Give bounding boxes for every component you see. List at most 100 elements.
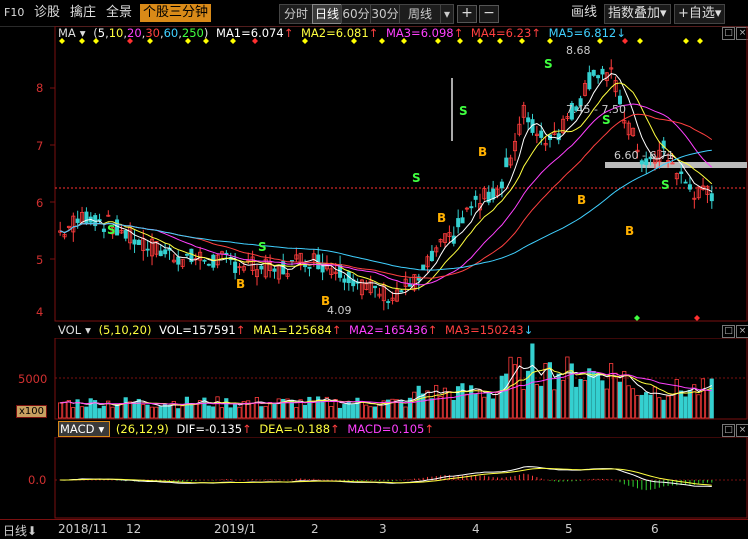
sell-marker: S — [412, 171, 421, 185]
period-dropdown-arrow[interactable]: ▾ — [440, 4, 454, 24]
signal-diamond — [435, 38, 441, 44]
macd-dif-value: DIF=-0.135 — [176, 422, 243, 436]
sell-marker: S — [544, 57, 553, 71]
volume-bar — [101, 405, 106, 419]
ma-legend: MA ▾ (5,10,20,30,60,250) MA1=6.074↑ MA2=6… — [58, 26, 626, 40]
x-axis-label: 2 — [311, 522, 319, 536]
volume-bar — [193, 403, 198, 419]
volume-chart[interactable] — [0, 338, 748, 420]
ma3-value: MA3=6.098 — [385, 26, 454, 40]
candle-body — [587, 72, 592, 90]
macd-chart[interactable] — [0, 437, 748, 519]
volume-bar — [552, 389, 557, 419]
volume-bar — [141, 403, 146, 419]
candle-body — [473, 195, 478, 200]
y-axis-label-5: 5 — [36, 253, 44, 267]
volume-bar — [425, 390, 430, 419]
volume-bar — [613, 372, 618, 419]
volume-bar — [259, 406, 264, 419]
volume-bar — [473, 393, 478, 419]
f10-button[interactable]: F10 — [4, 6, 25, 19]
period-selector[interactable]: 日线⬇ — [3, 522, 37, 539]
y-axis-label-7: 7 — [36, 139, 44, 153]
ma-param-4: 30 — [145, 26, 160, 40]
ma-indicator-selector[interactable]: MA ▾ — [58, 26, 90, 40]
volume-bar — [683, 396, 688, 419]
signal-diamond — [59, 38, 65, 44]
volume-bar — [285, 398, 290, 419]
period-daily-button[interactable]: 日线 — [312, 4, 342, 24]
candle-body — [75, 218, 80, 223]
candle-body — [211, 254, 216, 268]
candle-body — [508, 157, 513, 166]
signal-diamond — [637, 38, 643, 44]
candle-body — [185, 253, 190, 256]
panel-close-button[interactable]: × — [736, 27, 748, 40]
candle-body — [198, 251, 203, 261]
period-60min-button[interactable]: 60分 — [341, 4, 371, 24]
moving-average-line — [60, 103, 713, 286]
arrow-down-icon: ⬇ — [27, 524, 38, 538]
volume-bar — [119, 403, 124, 419]
diagnose-stock-button[interactable]: 诊股 — [34, 5, 61, 20]
macd-params: (26,12,9) — [115, 422, 169, 436]
candle-body — [609, 67, 614, 70]
macd-indicator-selector[interactable]: MACD ▾ — [58, 421, 111, 437]
x-axis-label: 3 — [379, 522, 387, 536]
volume-bar — [565, 356, 570, 419]
zoom-in-button[interactable]: + — [457, 5, 477, 23]
draw-line-button[interactable]: 画线 — [571, 5, 598, 20]
volume-bar — [114, 404, 120, 419]
volume-bar — [359, 401, 364, 419]
candle-body — [386, 301, 391, 303]
index-overlay-dropdown[interactable]: 指数叠加▾ — [604, 4, 671, 24]
volume-bar — [71, 407, 76, 419]
macd-panel-maximize-button[interactable]: □ — [722, 424, 735, 437]
macd-frame — [54, 437, 748, 519]
volume-bar — [394, 399, 399, 419]
candle-body — [123, 230, 128, 239]
volume-bar — [167, 404, 172, 419]
volume-bar — [237, 406, 242, 419]
zoom-out-button[interactable]: − — [479, 5, 499, 23]
volume-bar — [482, 396, 487, 419]
volume-bar — [521, 389, 526, 419]
volume-bar — [311, 400, 316, 419]
vol-panel-maximize-button[interactable]: □ — [722, 325, 735, 338]
volume-bar — [228, 407, 233, 419]
catch-dealer-button[interactable]: 擒庄 — [70, 5, 97, 20]
volume-bar — [184, 396, 190, 419]
chevron-down-icon: ▾ — [98, 422, 105, 436]
vol-panel-close-button[interactable]: × — [736, 325, 748, 338]
y-axis-label-6: 6 — [36, 196, 44, 210]
overview-button[interactable]: 全景 — [106, 5, 133, 20]
ma-params-close: ) — [203, 26, 209, 40]
candle-body — [600, 68, 605, 75]
ma-param-1: 5 — [97, 26, 106, 40]
add-watchlist-dropdown[interactable]: +自选▾ — [674, 4, 726, 24]
candle-body — [84, 211, 89, 224]
ma5-value: MA5=6.812 — [548, 26, 617, 40]
macd-panel-close-button[interactable]: × — [736, 424, 748, 437]
candle-body — [534, 133, 539, 136]
volume-bar — [372, 406, 378, 419]
period-intraday-button[interactable]: 分时 — [279, 4, 313, 24]
candle-body — [626, 122, 631, 136]
volume-bar — [661, 399, 666, 419]
volume-bar — [390, 398, 395, 419]
bottom-signal-diamond — [634, 315, 640, 321]
chevron-down-icon: ▾ — [660, 6, 667, 21]
period-30min-button[interactable]: 30分 — [370, 4, 400, 24]
signal-diamond — [401, 38, 407, 44]
volume-bar — [202, 397, 207, 419]
volume-bar — [381, 400, 386, 419]
volume-bar — [294, 407, 299, 419]
volume-bar — [364, 404, 369, 419]
volume-bar — [652, 386, 657, 419]
candlestick-chart[interactable]: B B B B B B S S S S S S S — [0, 26, 748, 322]
panel-maximize-button[interactable]: □ — [722, 27, 735, 40]
volume-bar — [464, 393, 469, 419]
period-weekly-button[interactable]: 周线 — [399, 4, 441, 24]
tab-stock-three-minutes[interactable]: 个股三分钟 — [140, 4, 212, 22]
vol-indicator-selector[interactable]: VOL ▾ — [58, 323, 95, 337]
